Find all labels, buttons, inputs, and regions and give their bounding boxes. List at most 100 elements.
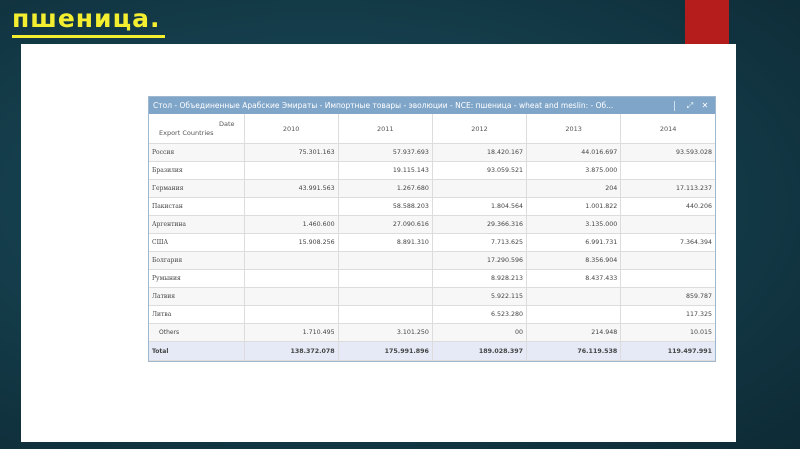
value-cell: 5.922.115 (432, 287, 528, 306)
country-cell: Пакистан (149, 197, 245, 216)
import-table: Date Export Countries 2010 2011 2012 201… (149, 114, 715, 361)
table-row: Others 1.710.495 3.101.250 00 214.948 10.015 (149, 323, 715, 342)
table-row: Аргентина 1.460.600 27.090.616 29.366.316 3.… (149, 215, 715, 234)
year-header[interactable]: 2011 (338, 114, 433, 144)
value-cell (620, 215, 715, 234)
value-cell (244, 161, 339, 180)
value-cell (338, 305, 433, 324)
value-cell: 17.290.596 (432, 251, 528, 270)
year-header[interactable]: 2013 (526, 114, 622, 144)
value-cell: 57.937.693 (338, 143, 433, 162)
country-cell: Others (149, 323, 245, 342)
value-cell: 76.119.538 (526, 341, 622, 361)
table-row: Бразилия 19.115.143 93.059.521 3.875.000 (149, 161, 715, 180)
value-cell: 175.991.896 (338, 341, 433, 361)
value-cell: 10.015 (620, 323, 715, 342)
value-cell (244, 305, 339, 324)
value-cell: 1.267.680 (338, 179, 433, 198)
value-cell (338, 269, 433, 288)
value-cell: 00 (432, 323, 528, 342)
header-separator (674, 100, 675, 111)
table-row: Россия 75.301.163 57.937.693 18.420.167 44.0… (149, 143, 715, 162)
value-cell (526, 287, 622, 306)
country-cell: Бразилия (149, 161, 245, 180)
widget-header: Стол - Объединенные Арабские Эмираты - И… (149, 97, 715, 114)
slide-title: пшеница. (12, 4, 161, 33)
value-cell: 214.948 (526, 323, 622, 342)
value-cell: 119.497.991 (620, 341, 715, 361)
year-header[interactable]: 2010 (244, 114, 339, 144)
value-cell (338, 251, 433, 270)
value-cell (620, 269, 715, 288)
value-cell (620, 251, 715, 270)
value-cell: 3.875.000 (526, 161, 622, 180)
data-table-widget: Стол - Объединенные Арабские Эмираты - И… (148, 96, 716, 362)
table-row: Болгария 17.290.596 8.356.904 (149, 251, 715, 270)
corner-country-label: Export Countries (159, 129, 214, 137)
country-cell: США (149, 233, 245, 252)
value-cell: 43.991.563 (244, 179, 339, 198)
red-accent-bar (685, 0, 729, 44)
country-cell: Литва (149, 305, 245, 324)
value-cell: 7.364.394 (620, 233, 715, 252)
table-row: Румыния 8.928.213 8.437.433 (149, 269, 715, 288)
value-cell: 93.059.521 (432, 161, 528, 180)
country-cell: Латвия (149, 287, 245, 306)
country-cell: Германия (149, 179, 245, 198)
value-cell (526, 305, 622, 324)
value-cell: 44.016.697 (526, 143, 622, 162)
value-cell: 859.787 (620, 287, 715, 306)
value-cell: 27.090.616 (338, 215, 433, 234)
value-cell (338, 287, 433, 306)
value-cell: 1.804.564 (432, 197, 528, 216)
value-cell: 1.460.600 (244, 215, 339, 234)
value-cell: 204 (526, 179, 622, 198)
value-cell: 93.593.028 (620, 143, 715, 162)
country-cell: Болгария (149, 251, 245, 270)
table-row: Пакистан 58.588.203 1.804.564 1.001.822 440.… (149, 197, 715, 216)
widget-title: Стол - Объединенные Арабские Эмираты - И… (153, 101, 614, 110)
country-cell: Total (149, 341, 245, 361)
country-cell: Аргентина (149, 215, 245, 234)
value-cell: 440.206 (620, 197, 715, 216)
value-cell (620, 161, 715, 180)
value-cell (244, 287, 339, 306)
value-cell: 17.113.237 (620, 179, 715, 198)
value-cell: 1.710.495 (244, 323, 339, 342)
value-cell: 7.713.625 (432, 233, 528, 252)
value-cell: 15.908.256 (244, 233, 339, 252)
table-header-row: Date Export Countries 2010 2011 2012 201… (149, 114, 715, 144)
close-icon[interactable]: ✕ (701, 101, 709, 110)
value-cell: 8.437.433 (526, 269, 622, 288)
value-cell: 75.301.163 (244, 143, 339, 162)
value-cell: 189.028.397 (432, 341, 528, 361)
value-cell: 18.420.167 (432, 143, 528, 162)
value-cell (432, 179, 528, 198)
country-cell: Румыния (149, 269, 245, 288)
year-header[interactable]: 2012 (432, 114, 528, 144)
value-cell: 6.991.731 (526, 233, 622, 252)
value-cell: 117.325 (620, 305, 715, 324)
value-cell: 138.372.078 (244, 341, 339, 361)
table-corner: Date Export Countries (149, 114, 245, 144)
table-row: США 15.908.256 8.891.310 7.713.625 6.991.731… (149, 233, 715, 252)
value-cell: 1.001.822 (526, 197, 622, 216)
table-row: Германия 43.991.563 1.267.680 204 17.113.237 (149, 179, 715, 198)
year-header[interactable]: 2014 (620, 114, 715, 144)
value-cell: 19.115.143 (338, 161, 433, 180)
expand-icon[interactable]: ⤢ (686, 100, 694, 110)
value-cell (244, 251, 339, 270)
value-cell: 3.135.000 (526, 215, 622, 234)
value-cell: 3.101.250 (338, 323, 433, 342)
value-cell (244, 197, 339, 216)
value-cell: 6.523.280 (432, 305, 528, 324)
table-row: Литва 6.523.280 117.325 (149, 305, 715, 324)
table-total-row: Total 138.372.078 175.991.896 189.028.397 76… (149, 341, 715, 361)
value-cell: 8.891.310 (338, 233, 433, 252)
value-cell: 29.366.316 (432, 215, 528, 234)
value-cell: 8.928.213 (432, 269, 528, 288)
value-cell: 58.588.203 (338, 197, 433, 216)
value-cell (244, 269, 339, 288)
value-cell: 8.356.904 (526, 251, 622, 270)
table-row: Латвия 5.922.115 859.787 (149, 287, 715, 306)
